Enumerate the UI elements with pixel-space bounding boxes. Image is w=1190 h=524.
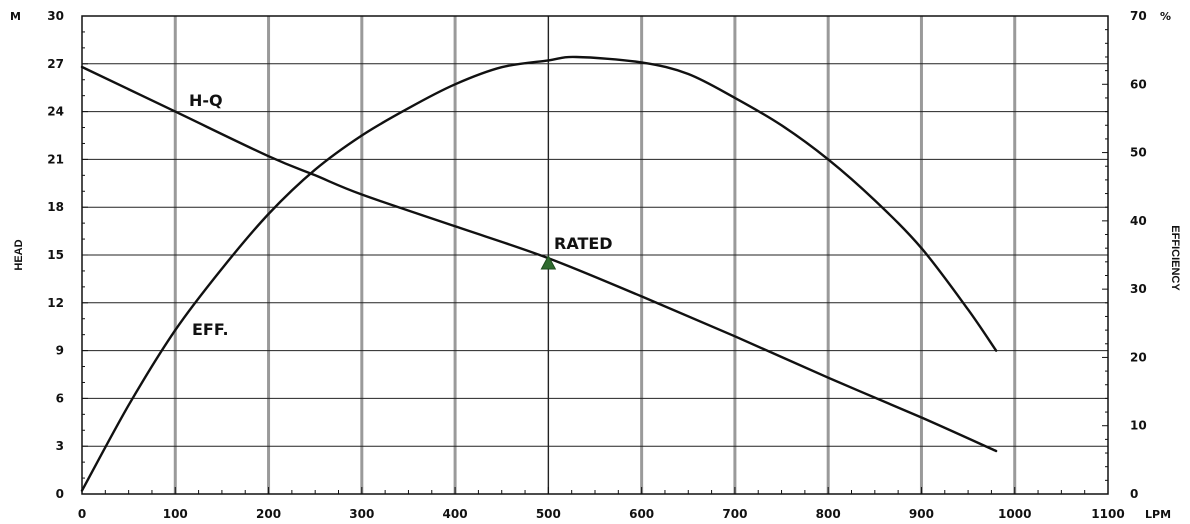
left-tick-label: 30 [47,9,64,23]
rated-point-marker [540,254,557,270]
x-tick-label: 1000 [998,507,1031,521]
left-tick-label: 9 [56,344,64,358]
left-tick-label: 12 [47,296,64,310]
labels: M % LPM HEAD EFFICIENCY H-Q EFF. RATED [10,10,1181,521]
curves [80,55,998,492]
x-tick-label: 1100 [1091,507,1124,521]
eff-curve-label: EFF. [192,320,229,339]
right-tick-label: 20 [1130,350,1147,364]
right-tick-label: 70 [1130,9,1147,23]
left-tick-label: 18 [47,200,64,214]
right-tick-label: 10 [1130,419,1147,433]
hq-curve [80,65,998,453]
left-axis-unit: M [10,10,21,23]
x-tick-label: 800 [816,507,841,521]
hq-curve-label: H-Q [189,91,223,110]
right-tick-label: 0 [1130,487,1138,501]
rated-label: RATED [554,234,613,253]
left-tick-label: 27 [47,57,64,71]
x-tick-label: 700 [722,507,747,521]
left-axis-title: HEAD [13,239,25,270]
x-tick-label: 600 [629,507,654,521]
right-tick-label: 60 [1130,77,1147,91]
left-tick-label: 6 [56,391,64,405]
left-tick-label: 15 [47,248,64,262]
axes: 0 100 200 300 400 500 600 700 800 900 1000 11000369… [47,9,1146,521]
x-tick-label: 300 [349,507,374,521]
x-tick-label: 200 [256,507,281,521]
right-tick-label: 50 [1130,146,1147,160]
x-tick-label: 900 [909,507,934,521]
grid [82,16,1108,494]
left-tick-label: 24 [47,105,64,119]
right-tick-label: 30 [1130,282,1147,296]
x-tick-label: 100 [163,507,188,521]
left-tick-label: 0 [56,487,64,501]
left-tick-label: 3 [56,439,64,453]
x-tick-label: 500 [536,507,561,521]
x-tick-label: 0 [78,507,86,521]
left-tick-label: 21 [47,152,64,166]
right-axis-unit: % [1160,10,1171,23]
x-axis-unit: LPM [1145,508,1171,521]
x-tick-label: 400 [443,507,468,521]
efficiency-curve [80,55,998,492]
right-tick-label: 40 [1130,214,1147,228]
right-axis-title: EFFICIENCY [1169,225,1181,291]
